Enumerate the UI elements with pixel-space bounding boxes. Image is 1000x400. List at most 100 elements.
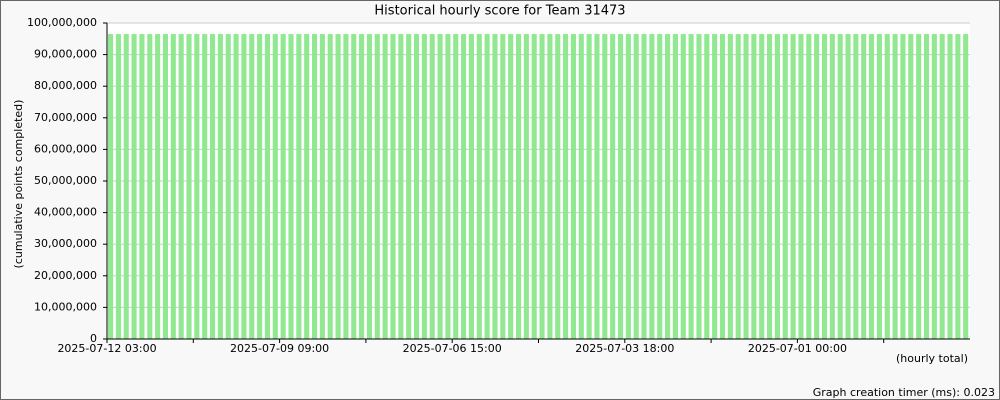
bar: [413, 34, 420, 340]
bar: [131, 34, 137, 340]
bar: [202, 34, 208, 340]
bar: [374, 34, 380, 340]
bar: [296, 34, 302, 340]
bar: [657, 34, 663, 340]
bar: [241, 34, 247, 340]
bar: [782, 34, 788, 340]
bar: [359, 34, 365, 340]
bar: [484, 34, 490, 340]
bar: [861, 34, 867, 340]
bar: [382, 34, 388, 340]
bar: [814, 34, 820, 340]
bar: [445, 34, 451, 340]
bar: [955, 34, 961, 340]
bar: [900, 34, 906, 340]
bar: [712, 34, 718, 340]
bar: [727, 34, 733, 340]
bar: [751, 34, 757, 340]
bar: [798, 34, 804, 340]
bar: [257, 34, 263, 340]
bar: [264, 34, 271, 340]
bar: [272, 34, 278, 340]
bar: [555, 34, 561, 340]
bar: [194, 34, 200, 340]
bar: [217, 34, 223, 340]
bar: [523, 34, 529, 340]
bar: [963, 34, 969, 340]
bar: [500, 34, 506, 340]
bar: [633, 34, 639, 340]
bar: [610, 34, 616, 340]
x-tick-label: 2025-07-09 09:00: [230, 342, 329, 355]
bar: [539, 34, 545, 340]
bar: [617, 34, 624, 340]
bar: [602, 34, 608, 340]
bar: [304, 34, 310, 340]
x-tick-label: 2025-07-06 15:00: [403, 342, 502, 355]
bar: [453, 34, 459, 340]
bar: [829, 34, 835, 340]
bar: [845, 34, 851, 340]
footer: Graph creation timer (ms): 0.023: [813, 386, 995, 399]
y-tick-label: 70,000,000: [34, 111, 97, 124]
bar: [570, 34, 576, 340]
bar: [531, 34, 537, 340]
bar: [916, 34, 922, 340]
bar: [115, 34, 121, 340]
bar: [884, 34, 890, 340]
bar: [931, 34, 937, 340]
y-tick-label: 30,000,000: [34, 237, 97, 250]
bar: [790, 34, 796, 340]
bar: [821, 34, 828, 340]
bar: [923, 34, 930, 340]
bar: [319, 34, 325, 340]
bar: [468, 34, 474, 340]
y-axis-label: (cumulative points completed): [12, 100, 25, 269]
bar: [343, 34, 349, 340]
bar: [398, 34, 404, 340]
bar: [704, 34, 710, 340]
bar: [429, 34, 435, 340]
x-axis-note: (hourly total): [896, 352, 968, 365]
bar: [853, 34, 859, 340]
y-tick-label: 60,000,000: [34, 142, 97, 155]
bar: [492, 34, 498, 340]
bar: [249, 34, 255, 340]
bar: [947, 34, 953, 340]
bar: [186, 34, 192, 340]
bar: [743, 34, 749, 340]
bar: [508, 34, 514, 340]
bar: [170, 34, 176, 340]
y-tick-label: 100,000,000: [27, 16, 97, 29]
y-tick-label: 80,000,000: [34, 79, 97, 92]
bar: [563, 34, 569, 340]
bar: [625, 34, 631, 340]
bar: [908, 34, 914, 340]
bar: [759, 34, 765, 340]
bar: [233, 34, 239, 340]
x-tick-label: 2025-07-03 18:00: [575, 342, 674, 355]
y-tick-label: 10,000,000: [34, 300, 97, 313]
bar: [437, 34, 443, 340]
bar: [162, 34, 169, 340]
bar: [476, 34, 482, 340]
bar: [578, 34, 584, 340]
bar: [327, 34, 333, 340]
bar: [421, 34, 427, 340]
bar: [139, 34, 145, 340]
bar: [680, 34, 686, 340]
bar: [869, 34, 875, 340]
bar: [225, 34, 231, 340]
bar: [351, 34, 357, 340]
y-tick-label: 0: [90, 332, 97, 345]
chart-title: Historical hourly score for Team 31473: [374, 4, 625, 19]
bar: [892, 34, 898, 340]
bar: [178, 34, 184, 340]
bar: [108, 34, 114, 340]
bar: [547, 34, 553, 340]
bar: [366, 34, 372, 340]
x-tick-label: 2025-07-01 00:00: [748, 342, 847, 355]
bar: [837, 34, 843, 340]
bar: [719, 34, 726, 340]
